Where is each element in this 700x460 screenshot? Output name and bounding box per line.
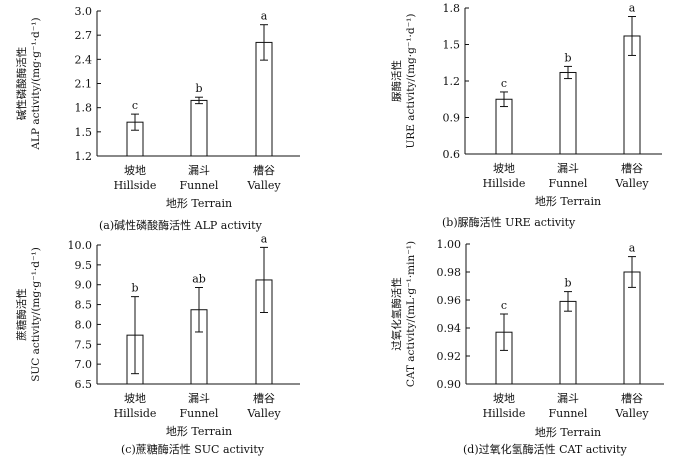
category-label-cn: 漏斗 xyxy=(557,162,579,175)
bar xyxy=(495,98,513,155)
y-tick-label: 9.0 xyxy=(75,279,93,292)
chart-panel-d: 0.90 0.92 0.94 0.96 0.98 1.00 c 坡地 Hillside b 漏斗 Fu… xyxy=(390,238,664,456)
x-axis-label: 地形 Terrain xyxy=(166,425,232,438)
significance-letter: b xyxy=(564,277,571,290)
y-axis-label-cn: 碱性磷酸酶活性 xyxy=(15,47,28,121)
significance-letter: c xyxy=(501,77,507,90)
category-label-cn: 漏斗 xyxy=(557,392,579,405)
y-tick-label: 2.4 xyxy=(75,53,93,66)
bar xyxy=(559,300,577,385)
category-label-cn: 槽谷 xyxy=(621,162,643,175)
y-tick-label: 0.96 xyxy=(437,294,462,307)
y-tick-label: 1.8 xyxy=(75,102,93,115)
chart-panel-c: 6.5 7.0 7.5 8.0 8.5 9.0 9.5 10.0 b 坡地 Hillside ab 漏斗… xyxy=(15,232,300,456)
significance-letter: c xyxy=(501,299,507,312)
panel-caption: (b)脲酶活性 URE activity xyxy=(442,215,576,229)
y-tick-label: 9.5 xyxy=(75,259,93,272)
y-tick-label: 7.5 xyxy=(75,338,93,351)
category-label-en: Hillside xyxy=(483,177,526,190)
y-tick-label: 0.92 xyxy=(437,350,462,363)
significance-letter: b xyxy=(195,82,202,95)
y-tick-label: 3.0 xyxy=(75,5,93,18)
y-axis-label-cn: 脲酶活性 xyxy=(390,60,403,102)
category-label-en: Valley xyxy=(246,407,281,420)
y-tick-label: 0.98 xyxy=(437,266,462,279)
y-tick-label: 1.5 xyxy=(75,126,93,139)
category-label-cn: 坡地 xyxy=(124,164,146,177)
y-axis-label-cn: 过氧化氢酶活性 xyxy=(390,277,403,351)
category-label-en: Valley xyxy=(614,177,649,190)
y-tick-label: 1.8 xyxy=(443,2,461,15)
significance-letter: a xyxy=(629,2,636,15)
y-tick-label: 1.5 xyxy=(443,39,461,52)
category-label-en: Funnel xyxy=(549,177,588,190)
category-label-cn: 槽谷 xyxy=(253,392,275,405)
category-label-cn: 漏斗 xyxy=(188,392,210,405)
y-tick-label: 0.90 xyxy=(437,378,462,391)
significance-letter: b xyxy=(564,51,571,64)
significance-letter: a xyxy=(261,10,268,23)
panel-caption: (d)过氧化氢酶活性 CAT activity xyxy=(463,442,628,456)
category-label-cn: 漏斗 xyxy=(188,164,210,177)
y-tick-label: 1.2 xyxy=(443,75,461,88)
bar xyxy=(623,271,641,385)
y-axis-label-en: ALP activity/(mg·g⁻¹·d⁻¹) xyxy=(30,17,42,150)
category-label-en: Funnel xyxy=(549,407,588,420)
x-axis-label: 地形 Terrain xyxy=(535,195,601,208)
significance-letter: b xyxy=(131,282,138,295)
bar xyxy=(559,71,577,155)
panel-caption: (a)碱性磷酸酶活性 ALP activity xyxy=(99,218,263,232)
y-tick-label: 0.94 xyxy=(437,322,462,335)
y-tick-label: 8.0 xyxy=(75,318,93,331)
y-tick-label: 1.2 xyxy=(75,150,93,163)
y-tick-label: 6.5 xyxy=(75,378,93,391)
y-axis-label-en: URE activity/(mg·g⁻¹·d⁻¹) xyxy=(405,14,417,149)
y-tick-label: 10.0 xyxy=(68,239,93,252)
x-axis-label: 地形 Terrain xyxy=(535,426,601,439)
category-label-en: Valley xyxy=(246,179,281,192)
y-tick-label: 8.5 xyxy=(75,299,93,312)
category-label-en: Valley xyxy=(614,407,649,420)
chart-panel-a: 1.2 1.5 1.8 2.1 2.4 2.7 3.0 c 坡地 Hillside b 漏斗 Funne… xyxy=(15,5,300,232)
bar xyxy=(190,99,208,157)
significance-letter: c xyxy=(132,99,138,112)
category-label-en: Funnel xyxy=(180,179,219,192)
y-tick-label: 1.00 xyxy=(437,238,462,251)
y-axis-label-en: SUC activity/(mg·g⁻¹·d⁻¹) xyxy=(30,247,42,382)
y-axis-label-en: CAT activity/(mL·g⁻¹·min⁻¹) xyxy=(405,241,417,387)
category-label-en: Funnel xyxy=(180,407,219,420)
y-tick-label: 7.0 xyxy=(75,358,93,371)
y-tick-label: 0.9 xyxy=(443,112,461,125)
y-tick-label: 2.1 xyxy=(75,78,93,91)
significance-letter: a xyxy=(261,232,268,245)
chart-panel-b: 0.6 0.9 1.2 1.5 1.8 c 坡地 Hillside b 漏斗 Funnel a 槽谷 Va… xyxy=(390,2,662,229)
category-label-cn: 槽谷 xyxy=(621,392,643,405)
category-label-en: Hillside xyxy=(114,179,157,192)
category-label-cn: 槽谷 xyxy=(253,164,275,177)
significance-letter: a xyxy=(629,242,636,255)
y-tick-label: 2.7 xyxy=(75,29,93,42)
category-label-en: Hillside xyxy=(114,407,157,420)
category-label-en: Hillside xyxy=(483,407,526,420)
category-label-cn: 坡地 xyxy=(124,392,146,405)
x-axis-label: 地形 Terrain xyxy=(166,197,232,210)
category-label-cn: 坡地 xyxy=(493,392,515,405)
category-label-cn: 坡地 xyxy=(493,162,515,175)
y-axis-label-cn: 蔗糖酶活性 xyxy=(15,288,28,341)
panel-caption: (c)蔗糖酶活性 SUC activity xyxy=(121,442,265,456)
significance-letter: ab xyxy=(192,272,206,285)
y-tick-label: 0.6 xyxy=(443,148,461,161)
